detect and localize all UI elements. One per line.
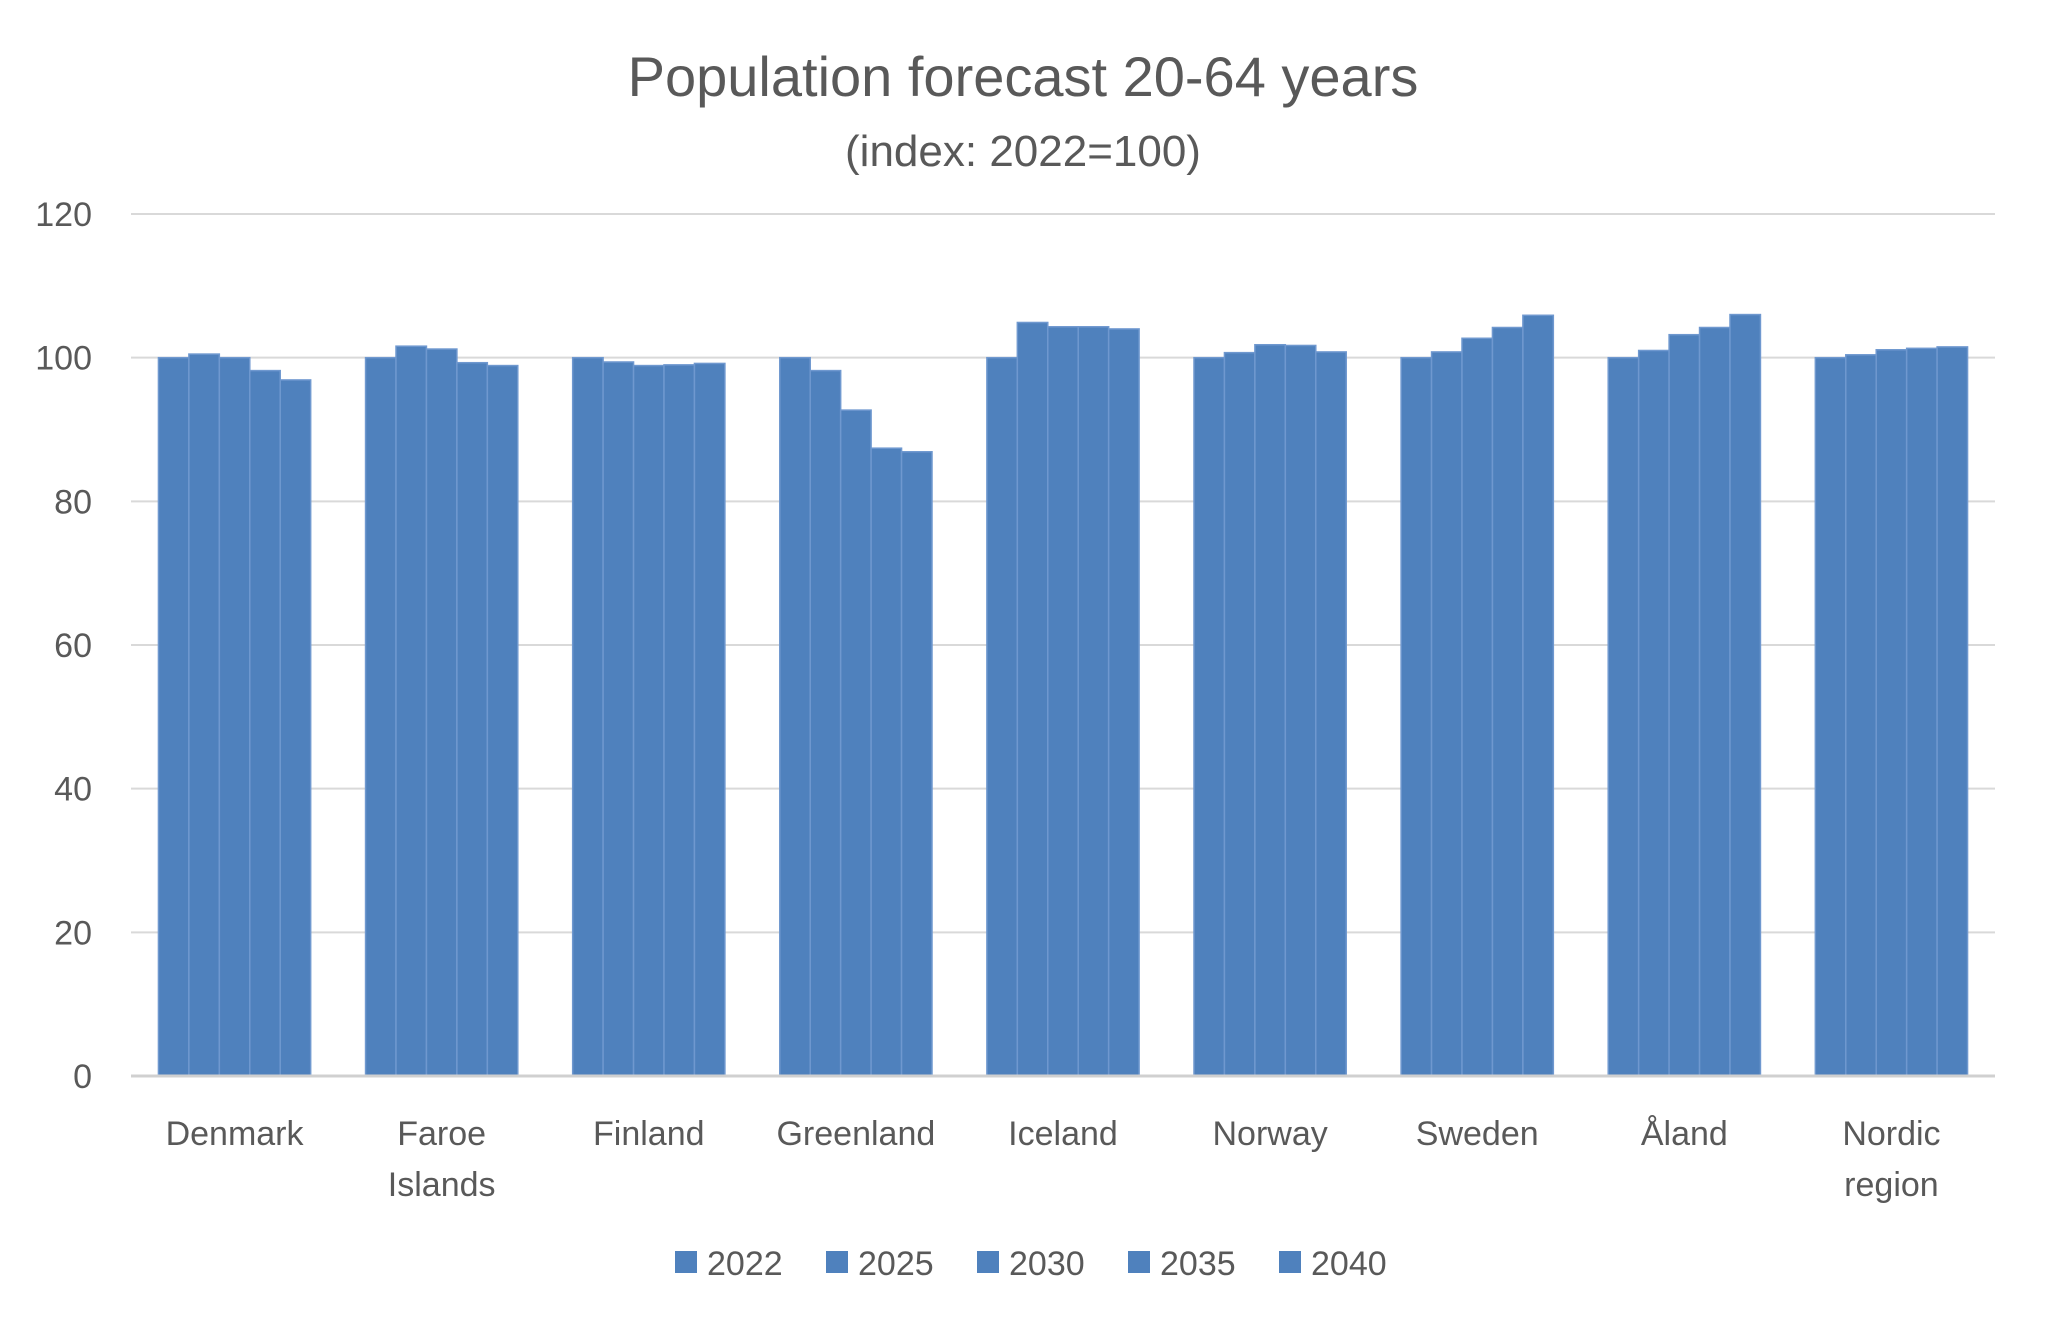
bar-2035 <box>456 361 489 1077</box>
x-category-label: Finland <box>593 1115 705 1153</box>
bar-2025 <box>1223 351 1256 1077</box>
y-tick-label: 20 <box>54 914 92 952</box>
bar-2022 <box>571 356 604 1077</box>
x-category-label: Norway <box>1212 1115 1327 1153</box>
bar-2035 <box>1698 326 1731 1077</box>
bar-2035 <box>249 369 281 1077</box>
bar-2025 <box>1637 349 1670 1077</box>
bars <box>157 313 1969 1077</box>
x-category-label: Islands <box>388 1166 496 1204</box>
bar-2022 <box>1814 356 1847 1077</box>
legend-label: 2040 <box>1311 1245 1387 1283</box>
bar-2025 <box>188 353 221 1077</box>
legend-item: 2022 <box>675 1245 783 1283</box>
legend-item: 2025 <box>826 1245 934 1283</box>
bar-2025 <box>1016 321 1049 1077</box>
legend-item: 2035 <box>1128 1245 1236 1283</box>
x-category-label: Åland <box>1641 1115 1728 1153</box>
bar-2030 <box>1875 349 1908 1077</box>
legend-label: 2025 <box>858 1245 934 1283</box>
bar-2035 <box>1491 326 1524 1077</box>
y-tick-label: 100 <box>35 340 92 378</box>
legend-swatch <box>1128 1251 1150 1273</box>
bar-2035 <box>663 364 696 1077</box>
x-axis-labels: Denmark Faroe Islands Finland Greenland Icela… <box>166 1115 1941 1204</box>
bar-2035 <box>1284 344 1317 1077</box>
chart-subtitle: (index: 2022=100) <box>845 127 1201 176</box>
legend: 2022 2025 2030 2035 2040 <box>675 1245 1387 1283</box>
legend-label: 2035 <box>1160 1245 1236 1283</box>
bar-2025 <box>1430 351 1463 1077</box>
x-category-label: Greenland <box>776 1115 935 1153</box>
bar-2022 <box>364 356 397 1077</box>
chart-title: Population forecast 20-64 years <box>628 45 1419 108</box>
bar-2040 <box>1522 314 1555 1077</box>
x-category-label: Iceland <box>1008 1115 1118 1153</box>
bar-2030 <box>425 348 458 1077</box>
y-tick-label: 120 <box>35 196 92 234</box>
legend-swatch <box>675 1251 697 1273</box>
bar-2040 <box>1315 351 1347 1077</box>
bar-2040 <box>1936 346 1969 1077</box>
bar-2025 <box>1845 354 1877 1077</box>
bar-2025 <box>809 369 842 1077</box>
bar-2030 <box>1668 333 1701 1077</box>
bar-2040 <box>486 364 519 1077</box>
bar-2030 <box>1461 337 1494 1077</box>
bar-2040 <box>693 362 726 1077</box>
bar-2022 <box>1193 356 1226 1077</box>
x-category-label: Nordic <box>1842 1115 1940 1153</box>
y-tick-label: 0 <box>73 1058 92 1096</box>
bar-2040 <box>1107 328 1140 1077</box>
bar-2040 <box>279 379 312 1077</box>
y-axis-ticks: 0 20 40 60 80 100 120 <box>35 196 92 1096</box>
legend-swatch <box>1279 1251 1301 1273</box>
x-category-label: region <box>1844 1166 1939 1204</box>
bar-2022 <box>1400 356 1433 1077</box>
bar-2022 <box>986 356 1019 1077</box>
bar-2022 <box>157 356 190 1077</box>
legend-item: 2030 <box>977 1245 1085 1283</box>
bar-2022 <box>1607 356 1640 1077</box>
bar-2035 <box>1905 347 1938 1077</box>
bar-2025 <box>602 361 635 1077</box>
y-tick-label: 60 <box>54 627 92 665</box>
bar-2040 <box>1729 313 1762 1077</box>
legend-item: 2040 <box>1279 1245 1387 1283</box>
legend-label: 2022 <box>707 1245 783 1283</box>
bar-2030 <box>1254 343 1287 1077</box>
bar-2030 <box>632 364 665 1077</box>
bar-2035 <box>870 447 903 1077</box>
legend-swatch <box>977 1251 999 1273</box>
bar-2035 <box>1077 326 1110 1077</box>
x-category-label: Sweden <box>1416 1115 1539 1153</box>
bar-2030 <box>839 409 872 1077</box>
legend-swatch <box>826 1251 848 1273</box>
bar-2030 <box>1047 326 1079 1077</box>
bar-2022 <box>779 356 811 1077</box>
y-tick-label: 80 <box>54 483 92 521</box>
bar-2030 <box>218 356 251 1077</box>
legend-label: 2030 <box>1009 1245 1085 1283</box>
bar-2025 <box>395 345 428 1077</box>
x-category-label: Denmark <box>166 1115 305 1153</box>
x-category-label: Faroe <box>397 1115 486 1153</box>
bar-2040 <box>900 451 933 1077</box>
y-tick-label: 40 <box>54 771 92 809</box>
